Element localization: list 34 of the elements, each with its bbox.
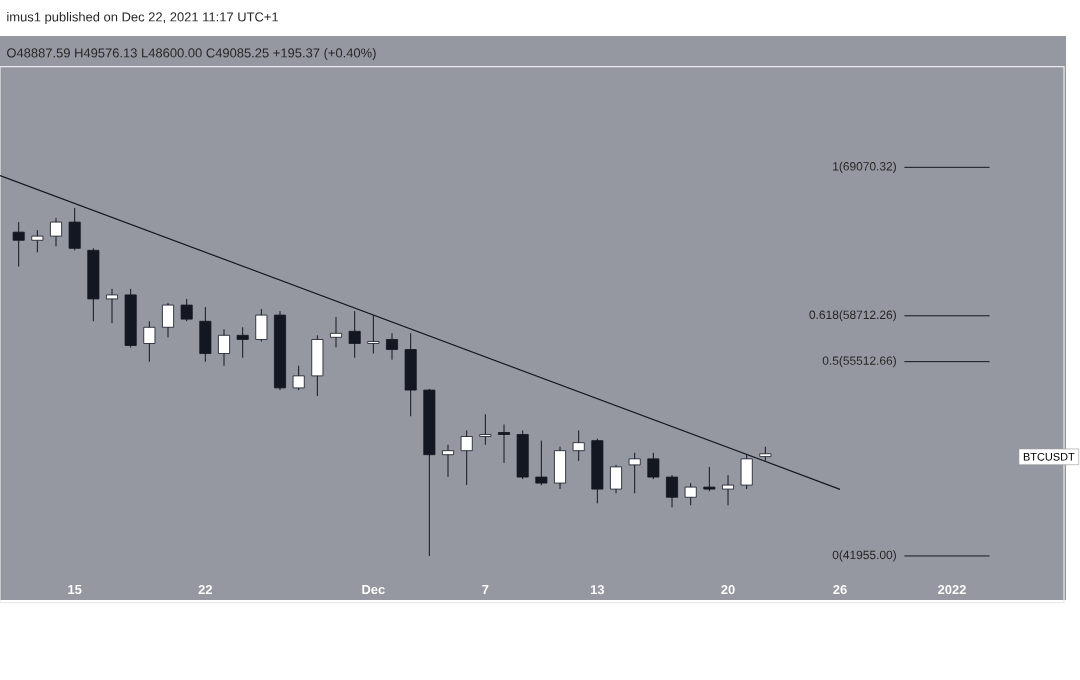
candlestick <box>292 365 305 391</box>
candlestick <box>143 320 156 363</box>
candlestick <box>703 466 716 492</box>
candlestick <box>180 298 193 322</box>
candlestick <box>666 474 679 508</box>
candlestick <box>367 314 380 355</box>
candlestick <box>610 464 623 494</box>
candlestick <box>12 221 25 268</box>
candlestick <box>442 444 455 478</box>
candlestick <box>330 316 343 348</box>
candlestick <box>684 482 697 506</box>
candlestick <box>479 413 492 446</box>
candlestick <box>106 288 119 324</box>
candlestick <box>647 452 660 480</box>
candlestick <box>255 308 268 342</box>
candlestick <box>68 207 81 251</box>
candlestick <box>236 326 249 359</box>
candlestick <box>516 429 529 480</box>
candlestick <box>498 423 511 464</box>
candlestick <box>386 332 399 361</box>
candlestick <box>199 306 212 363</box>
candlestick <box>572 429 585 462</box>
candlestick <box>162 302 175 338</box>
candlestick <box>404 332 417 417</box>
candlestick <box>218 328 231 367</box>
candlestick <box>722 474 735 506</box>
candlestick <box>311 334 324 397</box>
candlestick <box>535 440 548 486</box>
candlestick <box>50 217 63 247</box>
candlestick <box>554 446 567 490</box>
candlestick <box>628 452 641 494</box>
candlestick <box>460 429 473 486</box>
candlestick <box>31 229 44 253</box>
candlestick <box>348 310 361 359</box>
